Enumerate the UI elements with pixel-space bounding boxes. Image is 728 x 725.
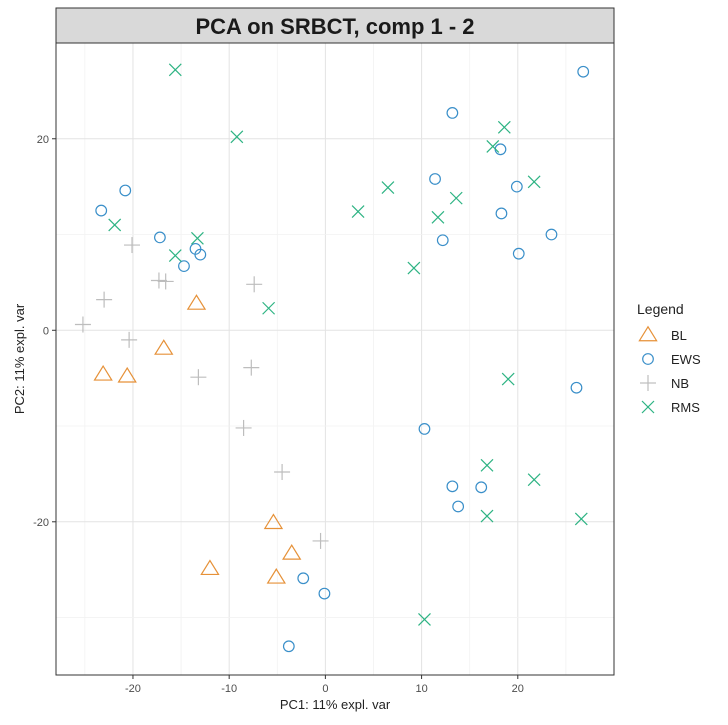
point-rms	[418, 613, 431, 626]
point-nb	[124, 237, 141, 254]
point-bl	[186, 294, 207, 310]
data-points	[74, 63, 590, 653]
point-rms	[262, 301, 276, 315]
point-rms	[230, 130, 244, 144]
point-ews	[119, 184, 132, 197]
point-nb	[74, 316, 91, 333]
point-rms	[574, 512, 588, 526]
point-ews	[512, 247, 525, 260]
point-ews	[570, 381, 583, 394]
point-rms	[190, 231, 204, 245]
point-rms	[527, 473, 541, 487]
point-ews	[154, 231, 166, 244]
point-ews	[418, 423, 431, 435]
point-nb	[150, 272, 167, 289]
x-tick-label: 10	[415, 683, 427, 695]
point-rms	[407, 261, 421, 275]
legend-key-rms	[641, 400, 655, 414]
point-rms	[486, 139, 500, 153]
point-rms	[480, 458, 494, 472]
legend-label-ews: EWS	[671, 352, 701, 367]
point-ews	[95, 204, 108, 217]
point-bl	[282, 544, 302, 560]
point-rms	[449, 191, 463, 205]
y-tick-label: 20	[37, 134, 49, 146]
chart-title: PCA on SRBCT, comp 1 - 2	[195, 14, 474, 39]
x-tick-label: 0	[322, 683, 328, 695]
point-rms	[108, 218, 122, 232]
legend-label-nb: NB	[671, 376, 689, 391]
legend-key-bl	[638, 325, 658, 342]
point-bl	[266, 567, 286, 584]
point-ews	[436, 234, 449, 247]
point-rms	[381, 181, 395, 195]
point-rms	[501, 372, 515, 386]
title-strip-background	[55, 7, 615, 44]
y-tick-label: -20	[33, 517, 49, 529]
x-axis-title: PC1: 11% expl. var	[280, 697, 391, 712]
x-tick-label: -10	[221, 683, 237, 695]
legend-key-nb	[640, 375, 656, 391]
legend-key-ews	[642, 353, 654, 365]
series-ews	[95, 65, 590, 653]
legend-label-rms: RMS	[671, 400, 700, 415]
point-ews	[495, 207, 508, 220]
point-rms	[168, 63, 182, 77]
series-rms	[108, 63, 588, 626]
point-rms	[431, 210, 445, 224]
point-ews	[446, 107, 459, 119]
legend-label-bl: BL	[671, 328, 687, 343]
legend: Legend BL EWS NB RMS	[637, 301, 701, 415]
point-rms	[497, 120, 511, 134]
point-ews	[318, 587, 331, 600]
plot-panel	[55, 42, 615, 676]
point-ews	[452, 500, 465, 513]
legend-item-ews: EWS	[642, 352, 701, 367]
point-ews	[194, 248, 207, 261]
point-nb	[235, 419, 252, 436]
legend-item-nb: NB	[640, 375, 689, 391]
y-tick-label: 0	[43, 325, 49, 337]
legend-title: Legend	[637, 301, 684, 317]
point-nb	[246, 276, 263, 293]
series-nb	[74, 237, 329, 549]
point-ews	[446, 480, 459, 493]
y-axis-title: PC2: 11% expl. var	[12, 303, 27, 414]
point-rms	[527, 175, 541, 189]
point-bl	[93, 364, 113, 381]
grid-lines	[56, 42, 615, 675]
point-rms	[351, 205, 365, 218]
point-nb	[121, 331, 138, 348]
point-nb	[312, 532, 329, 549]
point-ews	[297, 572, 310, 585]
point-nb	[96, 291, 113, 308]
point-bl	[117, 366, 137, 383]
legend-item-rms: RMS	[641, 400, 700, 415]
point-ews	[577, 65, 590, 78]
point-nb	[274, 463, 291, 480]
point-ews	[178, 260, 190, 273]
point-rms	[480, 509, 494, 523]
x-tick-label: -20	[125, 683, 141, 695]
axis-ticks: -20 -10 0 10 20 -20 0 20	[33, 134, 524, 695]
point-ews	[475, 481, 488, 494]
point-nb	[190, 369, 207, 386]
x-tick-label: 20	[512, 683, 524, 695]
title-strip: PCA on SRBCT, comp 1 - 2	[55, 7, 615, 44]
plot-panel-border	[55, 42, 615, 676]
legend-item-bl: BL	[638, 325, 687, 343]
point-bl	[263, 513, 284, 530]
point-ews	[282, 640, 295, 653]
point-ews	[545, 228, 558, 241]
series-bl	[93, 294, 302, 584]
point-nb	[243, 359, 260, 376]
point-ews	[510, 180, 523, 193]
point-nb	[157, 273, 174, 290]
point-bl	[200, 559, 220, 576]
point-bl	[154, 339, 174, 355]
point-rms	[168, 249, 182, 263]
point-ews	[429, 173, 441, 185]
